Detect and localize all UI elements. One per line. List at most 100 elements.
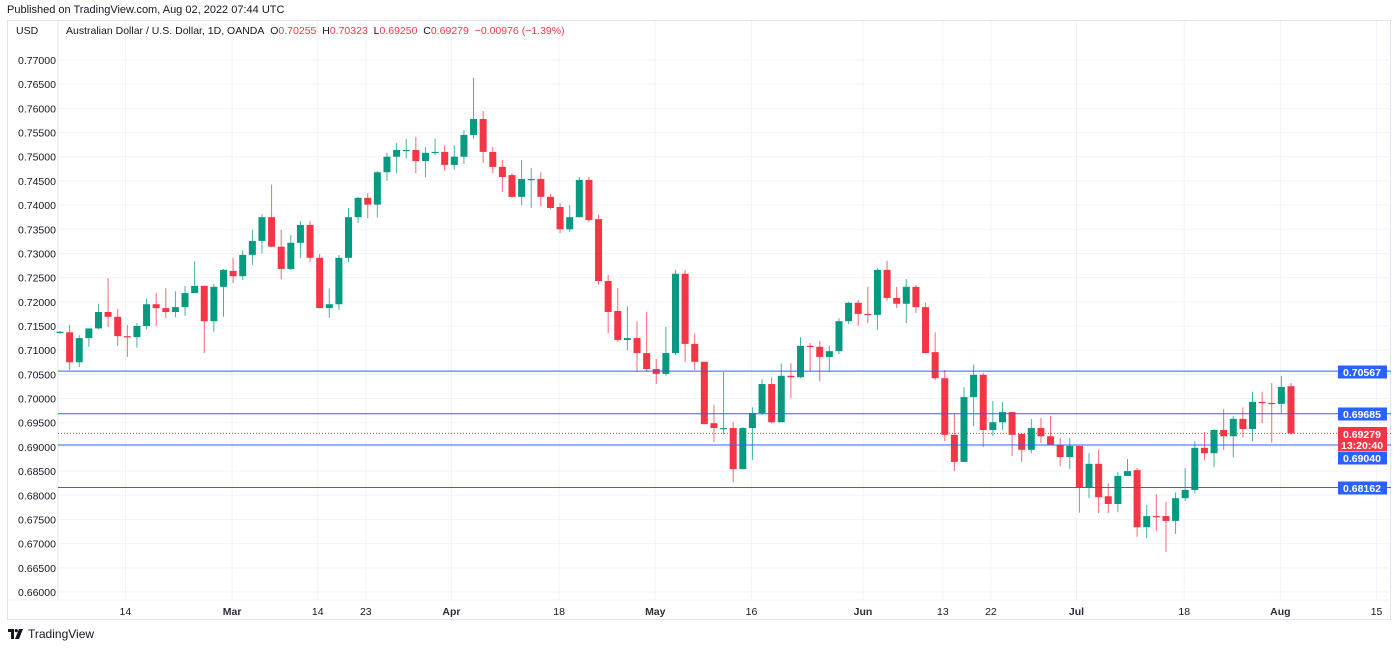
- candle-body: [546, 196, 554, 208]
- candle: [1287, 382, 1295, 435]
- candle: [296, 221, 304, 259]
- candle-body: [479, 119, 487, 152]
- candle: [546, 193, 554, 209]
- candle-body: [825, 351, 833, 357]
- candle-body: [950, 434, 958, 462]
- candle-body: [633, 338, 641, 354]
- candle: [1056, 438, 1064, 467]
- candle: [883, 260, 891, 301]
- candle: [335, 254, 343, 311]
- candle-body: [806, 345, 814, 348]
- candle: [566, 205, 574, 233]
- low-label: L: [373, 25, 380, 37]
- candle-body: [816, 346, 824, 357]
- candle: [268, 184, 276, 248]
- candle-body: [797, 345, 805, 378]
- y-tick-label: 0.66000: [18, 587, 56, 599]
- tradingview-brand: TradingView: [28, 627, 95, 641]
- y-tick-label: 0.70000: [18, 394, 56, 406]
- candle: [1075, 445, 1083, 513]
- y-tick-label: 0.67000: [18, 539, 56, 551]
- candle: [1268, 383, 1276, 443]
- candle: [1133, 468, 1141, 537]
- horizontal-lines: [58, 370, 1391, 488]
- candle-body: [133, 326, 141, 338]
- candle-body: [181, 293, 189, 308]
- candle: [864, 286, 872, 324]
- candle-body: [1018, 433, 1026, 450]
- candle: [441, 145, 449, 171]
- time-axis: 14 Mar 14 23 Apr 18 May 16 Jun 13 22 Jul 18 Aug 15: [120, 606, 1383, 618]
- y-tick-label: 0.71000: [18, 345, 56, 357]
- candle: [1162, 502, 1170, 552]
- candle: [191, 261, 199, 294]
- candle: [739, 427, 747, 470]
- candle: [1095, 449, 1103, 514]
- candle: [662, 326, 670, 376]
- candle: [950, 413, 958, 472]
- candle-body: [1181, 489, 1189, 499]
- candle: [94, 303, 102, 330]
- x-tick-label: Apr: [442, 606, 460, 618]
- candle-body: [671, 273, 679, 354]
- x-tick-label: Jun: [854, 606, 873, 618]
- candle-body: [566, 217, 574, 230]
- candle: [873, 267, 881, 330]
- candle-body: [421, 152, 429, 162]
- candle: [941, 370, 949, 442]
- candle-body: [402, 149, 410, 152]
- candle: [402, 138, 410, 159]
- candle-body: [1027, 428, 1035, 450]
- candle-body: [1191, 447, 1199, 490]
- candle-body: [1220, 429, 1228, 437]
- candle-body: [248, 240, 256, 255]
- candle: [162, 288, 170, 318]
- candle: [518, 160, 526, 206]
- candle: [498, 160, 506, 193]
- candle: [219, 268, 227, 317]
- candle-body: [498, 166, 506, 178]
- candle-body: [1249, 401, 1257, 430]
- candle-body: [306, 224, 314, 258]
- candle-body: [1008, 412, 1016, 435]
- price-tag-label: 0.69040: [1343, 453, 1381, 465]
- candle-body: [412, 149, 420, 162]
- published-caption: Published on TradingView.com, Aug 02, 20…: [7, 4, 285, 16]
- y-tick-label: 0.70500: [18, 369, 56, 381]
- candle: [1181, 468, 1189, 502]
- candle: [623, 306, 631, 351]
- candle-body: [1210, 429, 1218, 454]
- price-tag-label: 0.70567: [1343, 367, 1381, 379]
- candle: [354, 196, 362, 223]
- tradingview-logo[interactable]: TradingView: [8, 627, 94, 641]
- candle-body: [393, 149, 401, 157]
- candle-body: [171, 307, 179, 312]
- candle: [1018, 433, 1026, 462]
- candle-body: [902, 286, 910, 304]
- x-tick-label: 22: [985, 606, 997, 618]
- candle: [1191, 441, 1199, 494]
- candle-body: [162, 308, 170, 312]
- candle: [412, 136, 420, 174]
- y-tick-label: 0.73500: [18, 224, 56, 236]
- y-tick-label: 0.69000: [18, 442, 56, 454]
- candle-body: [219, 269, 227, 287]
- open-label: O: [270, 25, 279, 37]
- candle-body: [1037, 428, 1045, 437]
- candle: [1210, 429, 1218, 468]
- candle-body: [335, 257, 343, 305]
- candle-body: [364, 197, 372, 205]
- candle: [56, 330, 64, 334]
- candle: [393, 143, 401, 174]
- last-price-label: 0.69279: [1343, 429, 1381, 441]
- candle-body: [873, 269, 881, 315]
- candle-body: [595, 219, 603, 282]
- candle: [143, 298, 151, 330]
- candle: [1066, 438, 1074, 470]
- candle: [104, 278, 112, 327]
- candle: [1037, 417, 1045, 444]
- candle-body: [1229, 418, 1237, 437]
- candle-body: [450, 156, 458, 165]
- candle-body: [864, 313, 872, 316]
